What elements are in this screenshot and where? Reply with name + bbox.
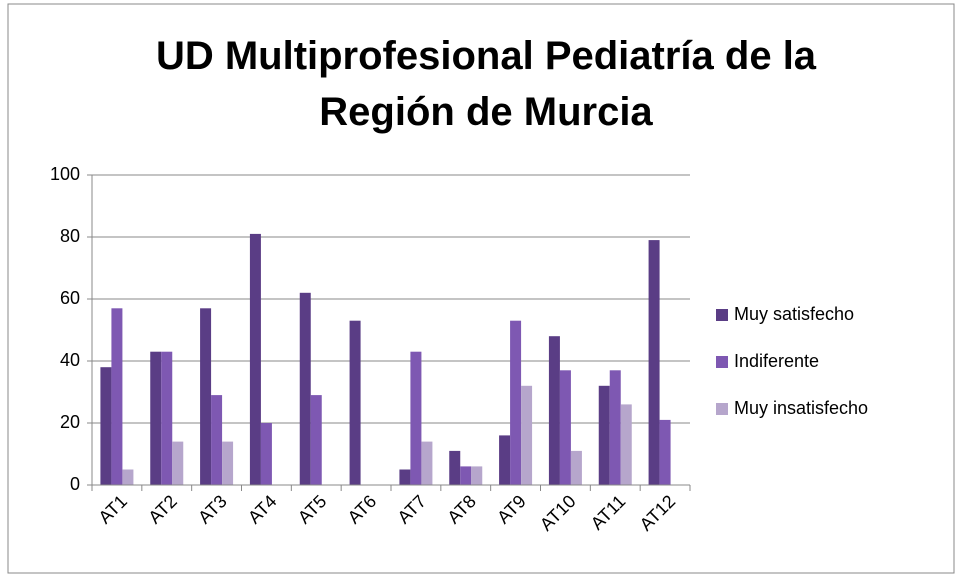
bar — [471, 466, 483, 485]
bar — [620, 404, 632, 485]
x-tick-label: AT6 — [344, 491, 381, 528]
y-tick-label: 100 — [50, 164, 80, 184]
bar — [222, 441, 234, 485]
x-tick-label: AT1 — [95, 491, 132, 528]
bar — [260, 423, 272, 485]
bar — [510, 320, 522, 485]
bar — [499, 435, 511, 485]
x-tick-label: AT9 — [493, 491, 530, 528]
bar — [349, 320, 361, 485]
bar — [100, 367, 112, 485]
x-tick-label: AT8 — [443, 491, 480, 528]
bar — [598, 385, 610, 485]
y-tick-label: 0 — [70, 474, 80, 494]
bar — [161, 351, 173, 485]
x-tick-label: AT4 — [244, 491, 281, 528]
bar — [570, 450, 582, 485]
legend-swatch — [716, 356, 728, 368]
bar — [111, 308, 123, 485]
x-tick-label: AT12 — [636, 491, 680, 535]
y-tick-label: 60 — [60, 288, 80, 308]
chart-title: UD Multiprofesional Pediatría de la Regi… — [155, 34, 817, 134]
bar — [421, 441, 433, 485]
x-tick-label: AT5 — [294, 491, 331, 528]
y-tick-label: 20 — [60, 412, 80, 432]
x-tick-label: AT10 — [536, 491, 580, 535]
bar — [211, 395, 223, 485]
bar — [548, 336, 560, 485]
legend-label: Indiferente — [734, 351, 819, 371]
bar — [410, 351, 422, 485]
x-tick-label: AT7 — [394, 491, 431, 528]
x-tick-label: AT3 — [194, 491, 231, 528]
legend-swatch — [716, 309, 728, 321]
x-tick-label: AT11 — [587, 491, 630, 534]
bar — [249, 233, 261, 485]
bar — [310, 395, 322, 485]
y-tick-label: 40 — [60, 350, 80, 370]
legend-label: Muy insatisfecho — [734, 398, 868, 418]
y-tick-label: 80 — [60, 226, 80, 246]
x-tick-label: AT2 — [144, 491, 181, 528]
chart-border — [7, 3, 955, 574]
bar — [648, 240, 660, 485]
bar — [460, 466, 472, 485]
bar — [521, 385, 533, 485]
bar — [449, 450, 461, 485]
bar — [200, 308, 212, 485]
bar — [659, 419, 671, 485]
bar — [172, 441, 184, 485]
bar — [299, 292, 311, 485]
bar — [609, 370, 621, 485]
legend-label: Muy satisfecho — [734, 304, 854, 324]
bar — [559, 370, 571, 485]
legend-swatch — [716, 403, 728, 415]
bar — [399, 469, 411, 485]
bar — [150, 351, 162, 485]
bar — [122, 469, 134, 485]
